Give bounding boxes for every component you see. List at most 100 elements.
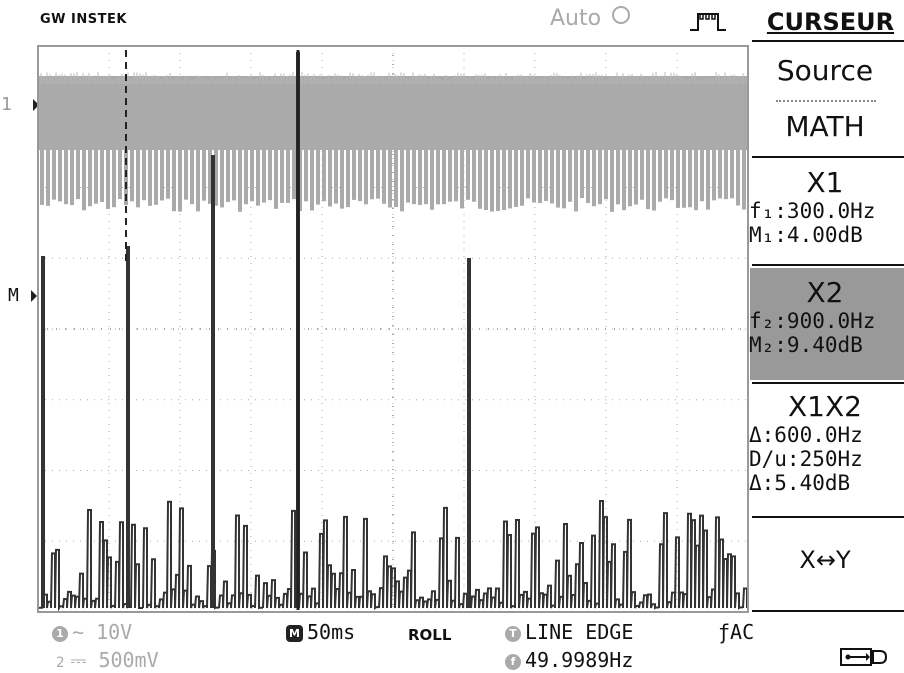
timebase-status: M 50ms (286, 620, 355, 644)
ch1-spike (562, 148, 566, 209)
ch1-spike (622, 148, 626, 211)
ch1-spike (178, 148, 182, 212)
ch1-spike (118, 148, 122, 200)
ch1-spike (292, 148, 296, 200)
ch1-spike (502, 148, 506, 211)
ch1-spike (694, 148, 698, 211)
ch1-spike (700, 148, 704, 202)
side-menu: Source MATH X1 f₁:300.0Hz M₁:4.00dB X2 f… (746, 40, 904, 615)
ch1-spike (472, 148, 476, 202)
trigger-source: LINE EDGE (525, 620, 634, 644)
trigger-status: T LINE EDGE (505, 620, 633, 644)
trigger-frequency-status: f 49.9989Hz (505, 648, 633, 672)
ch1-spike (556, 148, 560, 208)
source-value: MATH (785, 110, 865, 143)
ch1-spike (418, 148, 422, 205)
ch1-spike (718, 148, 722, 199)
channel1-marker-label: 1 (1, 94, 12, 115)
waveform-display (31, 45, 749, 613)
ch1-spike (664, 148, 668, 199)
ch1-spike (364, 148, 368, 205)
swap-xy-softkey[interactable]: X↔Y (746, 546, 904, 574)
acquisition-run-icon (690, 13, 726, 31)
ch1-spike (424, 148, 428, 205)
ch1-spike (94, 148, 98, 204)
ch1-spike (160, 148, 164, 201)
ch1-spike (280, 148, 284, 203)
ch1-spike (388, 148, 392, 208)
fft-noise-floor (37, 500, 748, 612)
x1x2-softkey[interactable]: X1X2 Δ:600.0Hz D/u:250Hz Δ:5.40dB (746, 390, 904, 495)
ch1-spike (322, 148, 326, 202)
ch1-spike (640, 148, 644, 200)
ch1-spike (226, 148, 230, 202)
ch1-spike (742, 148, 746, 210)
ch1-spike (574, 148, 578, 212)
ch1-spike (142, 148, 146, 201)
ch1-spike (286, 148, 290, 203)
ch1-spike (382, 148, 386, 204)
ch1-spike (484, 148, 488, 211)
ch1-spike (532, 148, 536, 203)
ch1-spike (490, 148, 494, 212)
ch1-spike (568, 148, 572, 202)
channel1-trace (37, 72, 748, 212)
ch1-spike (538, 148, 542, 204)
ch1-spike (460, 148, 464, 209)
frequency-badge: f (505, 654, 521, 670)
ch1-spike (514, 148, 518, 207)
ch1-spike (148, 148, 152, 206)
trigger-coupling: ƒAC (718, 620, 755, 644)
math-marker-label: M (8, 285, 19, 306)
ch1-spike (256, 148, 260, 206)
ch1-spike (730, 148, 734, 199)
ch1-spike (136, 148, 140, 208)
ch1-band (38, 76, 748, 150)
ch1-spike (706, 148, 710, 210)
ch1-spike (214, 148, 218, 206)
ch1-spike (304, 148, 308, 202)
channel1-marker-arrow (33, 99, 39, 111)
ch1-spike (40, 148, 44, 205)
ch1-spike (406, 148, 410, 203)
usb-icon (840, 648, 888, 666)
ch1-spike (604, 148, 608, 200)
x2-softkey-highlight[interactable] (750, 268, 904, 380)
ch1-spike (52, 148, 56, 200)
ch1-spike (550, 148, 554, 204)
ch1-spike (154, 148, 158, 205)
ch1-badge: 1 (52, 626, 68, 642)
x1x2-title: X1X2 (788, 390, 862, 423)
brand-logo: GW INSTEK (40, 12, 127, 27)
ch1-spike (328, 148, 332, 207)
x1-title: X1 (806, 166, 844, 199)
menu-title: CURSEUR (766, 8, 895, 36)
ch1-spike (316, 148, 320, 205)
ch1-spike (112, 148, 116, 208)
delta-frequency: Δ:600.0Hz (749, 423, 863, 447)
ch1-spike (466, 148, 470, 200)
ch1-spike (676, 148, 680, 208)
ch1-spike (448, 148, 452, 202)
ch1-spike (208, 148, 212, 204)
ch1-spike (478, 148, 482, 209)
x1-softkey[interactable]: X1 f₁:300.0Hz M₁:4.00dB (746, 166, 904, 247)
ch1-spike (712, 148, 716, 201)
ch1-spike (76, 148, 80, 200)
math-marker-arrow (31, 290, 37, 302)
ch1-spike (58, 148, 62, 202)
ch1-spike (724, 148, 728, 200)
ch1-spike (400, 148, 404, 212)
ch1-spike (412, 148, 416, 205)
auto-circle-icon (612, 6, 631, 24)
x2-softkey[interactable]: X2 f₂:900.0Hz M₂:9.40dB (746, 276, 904, 357)
timebase-badge: M (286, 625, 303, 642)
source-softkey[interactable]: Source (746, 54, 904, 87)
frequency-per-div: D/u:250Hz (749, 447, 863, 471)
ch1-spike (232, 148, 236, 201)
ch1-spike (358, 148, 362, 202)
ch1-spike (454, 148, 458, 202)
ch1-spike (220, 148, 224, 208)
ch1-spike (184, 148, 188, 200)
ch1-spike (100, 148, 104, 202)
